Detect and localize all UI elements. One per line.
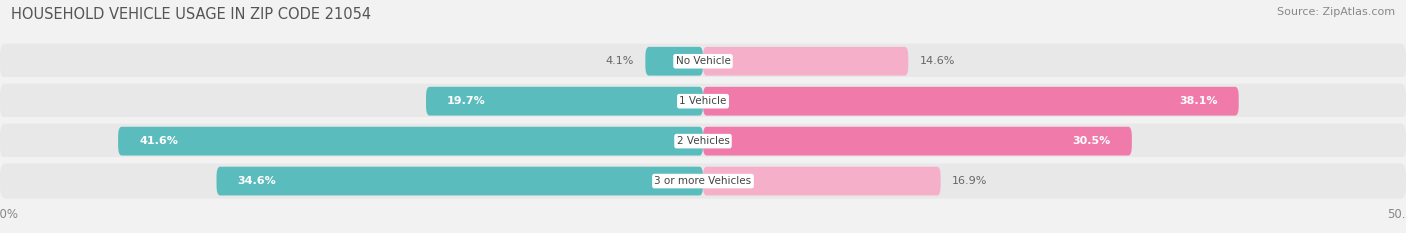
Text: No Vehicle: No Vehicle (675, 56, 731, 66)
Text: 19.7%: 19.7% (447, 96, 486, 106)
Text: 1 Vehicle: 1 Vehicle (679, 96, 727, 106)
Text: 2 Vehicles: 2 Vehicles (676, 136, 730, 146)
Text: Source: ZipAtlas.com: Source: ZipAtlas.com (1277, 7, 1395, 17)
FancyBboxPatch shape (703, 167, 941, 195)
FancyBboxPatch shape (703, 127, 1132, 155)
Text: 3 or more Vehicles: 3 or more Vehicles (654, 176, 752, 186)
FancyBboxPatch shape (645, 47, 703, 76)
Text: 41.6%: 41.6% (139, 136, 179, 146)
Text: HOUSEHOLD VEHICLE USAGE IN ZIP CODE 21054: HOUSEHOLD VEHICLE USAGE IN ZIP CODE 2105… (11, 7, 371, 22)
Text: 34.6%: 34.6% (238, 176, 277, 186)
FancyBboxPatch shape (0, 44, 1406, 79)
Text: 4.1%: 4.1% (606, 56, 634, 66)
FancyBboxPatch shape (0, 123, 1406, 159)
Text: 16.9%: 16.9% (952, 176, 987, 186)
FancyBboxPatch shape (0, 84, 1406, 119)
FancyBboxPatch shape (426, 87, 703, 116)
FancyBboxPatch shape (118, 127, 703, 155)
FancyBboxPatch shape (703, 47, 908, 76)
FancyBboxPatch shape (217, 167, 703, 195)
Text: 38.1%: 38.1% (1180, 96, 1218, 106)
FancyBboxPatch shape (0, 164, 1406, 199)
Text: 14.6%: 14.6% (920, 56, 955, 66)
Text: 30.5%: 30.5% (1073, 136, 1111, 146)
FancyBboxPatch shape (703, 87, 1239, 116)
